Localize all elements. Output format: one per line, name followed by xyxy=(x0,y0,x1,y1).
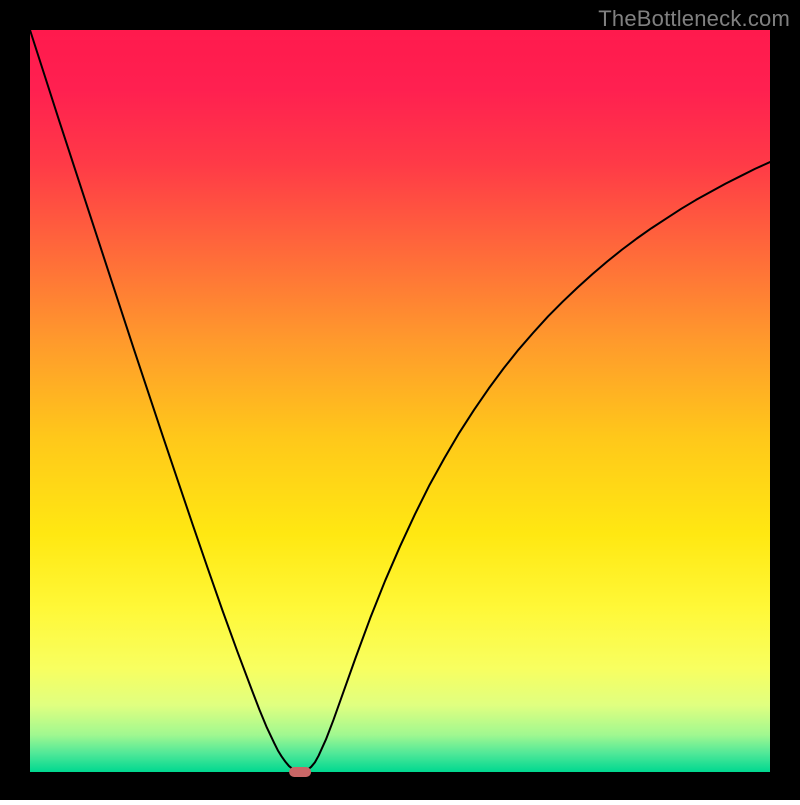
chart-svg xyxy=(0,0,800,800)
watermark-text: TheBottleneck.com xyxy=(598,6,790,32)
minimum-marker xyxy=(289,767,311,777)
bottleneck-chart: TheBottleneck.com xyxy=(0,0,800,800)
chart-background-gradient xyxy=(30,30,770,772)
